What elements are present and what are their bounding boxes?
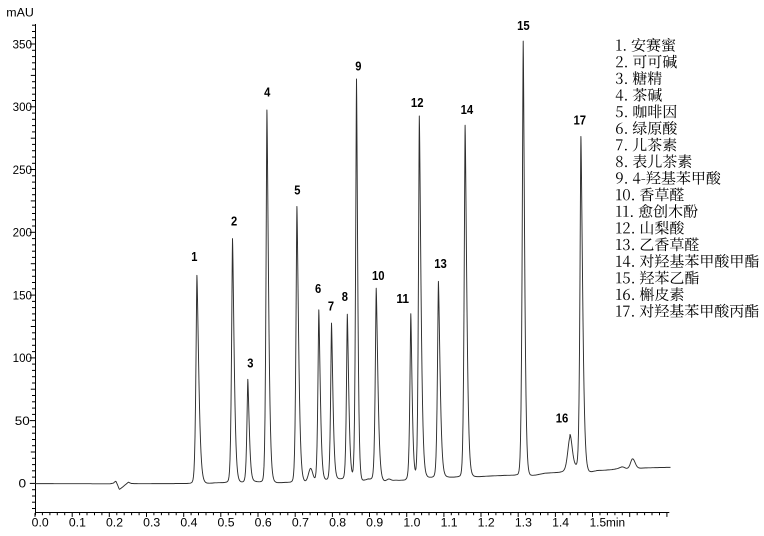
svg-text:0.5: 0.5: [218, 516, 235, 530]
svg-text:0: 0: [19, 477, 27, 491]
svg-text:150: 150: [13, 288, 33, 302]
svg-text:0.9: 0.9: [366, 516, 383, 530]
svg-text:3: 3: [247, 355, 253, 370]
svg-text:50: 50: [15, 414, 30, 428]
svg-text:10: 10: [372, 268, 385, 283]
svg-text:0.4: 0.4: [180, 516, 197, 530]
svg-text:1.0: 1.0: [403, 516, 420, 530]
svg-text:16: 16: [556, 411, 569, 426]
svg-text:13: 13: [434, 256, 447, 271]
svg-text:17: 17: [574, 113, 587, 128]
svg-text:0.2: 0.2: [106, 516, 123, 530]
svg-text:0.0: 0.0: [32, 516, 49, 530]
svg-text:1.4: 1.4: [552, 516, 569, 530]
svg-text:200: 200: [13, 226, 33, 240]
svg-text:9: 9: [355, 59, 361, 74]
svg-text:mAU: mAU: [6, 6, 34, 20]
svg-text:1.2: 1.2: [478, 516, 495, 530]
svg-text:250: 250: [13, 163, 33, 177]
svg-text:300: 300: [13, 100, 33, 114]
svg-text:6: 6: [315, 281, 321, 296]
svg-text:2: 2: [231, 214, 237, 229]
svg-text:15: 15: [517, 18, 530, 33]
svg-text:12: 12: [411, 95, 424, 110]
svg-text:14: 14: [461, 102, 474, 117]
svg-text:0.1: 0.1: [69, 516, 86, 530]
svg-text:8: 8: [342, 289, 348, 304]
svg-text:1.1: 1.1: [441, 516, 458, 530]
svg-text:0.7: 0.7: [292, 516, 309, 530]
svg-text:4: 4: [264, 85, 271, 100]
svg-text:11: 11: [396, 291, 409, 306]
svg-text:5: 5: [294, 183, 300, 198]
svg-text:1.5min: 1.5min: [590, 516, 626, 530]
svg-text:0.3: 0.3: [143, 516, 160, 530]
svg-text:1.3: 1.3: [515, 516, 532, 530]
svg-text:7: 7: [328, 299, 334, 314]
svg-text:0.8: 0.8: [329, 516, 346, 530]
svg-text:1: 1: [191, 249, 197, 264]
svg-text:100: 100: [13, 351, 33, 365]
svg-text:350: 350: [13, 37, 33, 51]
svg-text:0.6: 0.6: [255, 516, 272, 530]
